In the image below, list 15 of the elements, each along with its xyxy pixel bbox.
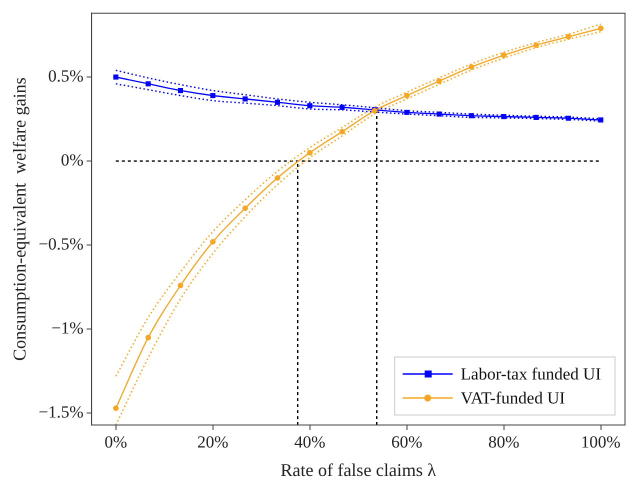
legend-label: Labor-tax funded UI [460, 364, 602, 384]
y-tick-label: −1.5% [38, 402, 84, 422]
x-tick-label: 40% [294, 432, 326, 452]
x-axis-title: Rate of false claims λ [280, 460, 436, 480]
x-tick-label: 80% [488, 432, 520, 452]
x-tick-label: 100% [580, 432, 621, 452]
y-tick-label: 0.5% [48, 66, 84, 86]
y-tick-label: −1% [51, 318, 84, 338]
y-tick-label: 0% [60, 150, 84, 170]
legend-label: VAT-funded UI [460, 388, 566, 408]
y-axis-title: Consumption-equivalent welfare gains [10, 77, 30, 361]
x-tick-label: 20% [197, 432, 228, 452]
x-tick-label: 0% [104, 432, 128, 452]
x-tick-label: 60% [391, 432, 422, 452]
y-tick-label: −0.5% [38, 234, 84, 254]
